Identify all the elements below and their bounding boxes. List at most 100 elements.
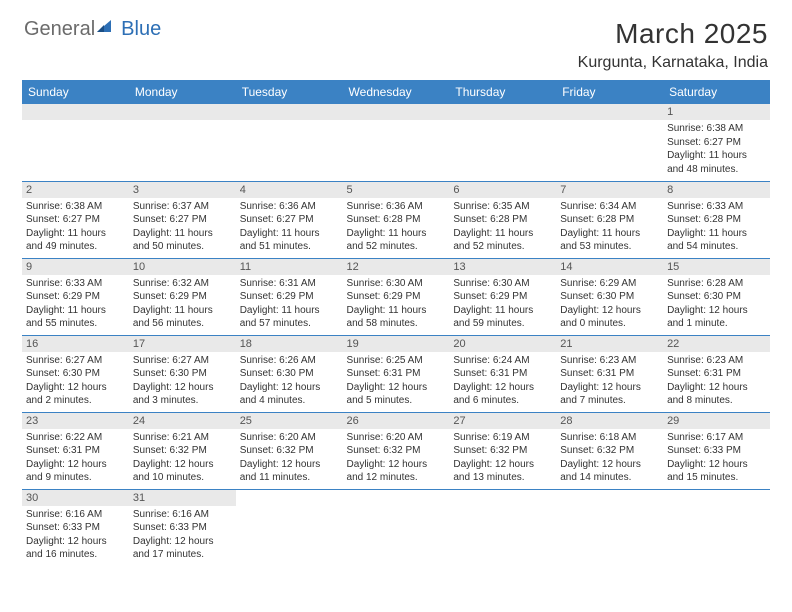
sunset-line: Sunset: 6:27 PM [667, 136, 766, 150]
day-number: 22 [663, 336, 770, 352]
daylight-line: Daylight: 11 hours and 59 minutes. [453, 304, 552, 331]
calendar-day-cell: 9Sunrise: 6:33 AMSunset: 6:29 PMDaylight… [22, 258, 129, 335]
sunrise-line: Sunrise: 6:33 AM [26, 277, 125, 291]
day-cell-inner: 26Sunrise: 6:20 AMSunset: 6:32 PMDayligh… [343, 413, 450, 487]
sunset-line: Sunset: 6:28 PM [667, 213, 766, 227]
day-cell-inner: 18Sunrise: 6:26 AMSunset: 6:30 PMDayligh… [236, 336, 343, 410]
sunset-line: Sunset: 6:29 PM [453, 290, 552, 304]
calendar-day-cell: 6Sunrise: 6:35 AMSunset: 6:28 PMDaylight… [449, 181, 556, 258]
daylight-line: Daylight: 11 hours and 52 minutes. [347, 227, 446, 254]
day-cell-inner: 7Sunrise: 6:34 AMSunset: 6:28 PMDaylight… [556, 182, 663, 256]
sunset-line: Sunset: 6:28 PM [347, 213, 446, 227]
calendar-day-cell: 14Sunrise: 6:29 AMSunset: 6:30 PMDayligh… [556, 258, 663, 335]
sunrise-line: Sunrise: 6:30 AM [347, 277, 446, 291]
sunset-line: Sunset: 6:33 PM [667, 444, 766, 458]
sunrise-line: Sunrise: 6:20 AM [347, 431, 446, 445]
calendar-day-cell: 28Sunrise: 6:18 AMSunset: 6:32 PMDayligh… [556, 412, 663, 489]
sunset-line: Sunset: 6:30 PM [133, 367, 232, 381]
day-number: 3 [129, 182, 236, 198]
sunrise-line: Sunrise: 6:36 AM [240, 200, 339, 214]
month-title: March 2025 [578, 18, 768, 50]
daylight-line: Daylight: 12 hours and 10 minutes. [133, 458, 232, 485]
empty-day-bar [22, 104, 129, 120]
daylight-line: Daylight: 12 hours and 2 minutes. [26, 381, 125, 408]
day-cell-inner: 2Sunrise: 6:38 AMSunset: 6:27 PMDaylight… [22, 182, 129, 256]
title-block: March 2025 Kurgunta, Karnataka, India [578, 18, 768, 72]
sunset-line: Sunset: 6:27 PM [26, 213, 125, 227]
day-number: 15 [663, 259, 770, 275]
calendar-header-row: SundayMondayTuesdayWednesdayThursdayFrid… [22, 80, 770, 104]
daylight-line: Daylight: 11 hours and 52 minutes. [453, 227, 552, 254]
day-cell-inner: 4Sunrise: 6:36 AMSunset: 6:27 PMDaylight… [236, 182, 343, 256]
calendar-empty-cell [343, 104, 450, 181]
sunrise-line: Sunrise: 6:38 AM [667, 122, 766, 136]
calendar-day-cell: 12Sunrise: 6:30 AMSunset: 6:29 PMDayligh… [343, 258, 450, 335]
calendar-day-cell: 29Sunrise: 6:17 AMSunset: 6:33 PMDayligh… [663, 412, 770, 489]
calendar-day-cell: 24Sunrise: 6:21 AMSunset: 6:32 PMDayligh… [129, 412, 236, 489]
day-number: 27 [449, 413, 556, 429]
logo-text-blue: Blue [121, 18, 161, 41]
day-number: 7 [556, 182, 663, 198]
calendar-day-cell: 8Sunrise: 6:33 AMSunset: 6:28 PMDaylight… [663, 181, 770, 258]
sunrise-line: Sunrise: 6:37 AM [133, 200, 232, 214]
calendar-day-cell: 18Sunrise: 6:26 AMSunset: 6:30 PMDayligh… [236, 335, 343, 412]
sunset-line: Sunset: 6:32 PM [453, 444, 552, 458]
sunrise-line: Sunrise: 6:25 AM [347, 354, 446, 368]
calendar-day-cell: 13Sunrise: 6:30 AMSunset: 6:29 PMDayligh… [449, 258, 556, 335]
day-cell-inner: 1 Sunrise: 6:38 AMSunset: 6:27 PMDaylight… [663, 104, 770, 178]
logo-text-general: General [24, 18, 95, 41]
weekday-header: Tuesday [236, 80, 343, 104]
sunset-line: Sunset: 6:31 PM [453, 367, 552, 381]
sunset-line: Sunset: 6:27 PM [133, 213, 232, 227]
day-cell-inner: 22Sunrise: 6:23 AMSunset: 6:31 PMDayligh… [663, 336, 770, 410]
daylight-line: Daylight: 12 hours and 16 minutes. [26, 535, 125, 562]
sunrise-line: Sunrise: 6:36 AM [347, 200, 446, 214]
day-number: 4 [236, 182, 343, 198]
sunrise-line: Sunrise: 6:28 AM [667, 277, 766, 291]
calendar-week-row: 23Sunrise: 6:22 AMSunset: 6:31 PMDayligh… [22, 412, 770, 489]
sunset-line: Sunset: 6:29 PM [133, 290, 232, 304]
sunset-line: Sunset: 6:32 PM [240, 444, 339, 458]
daylight-line: Daylight: 11 hours and 56 minutes. [133, 304, 232, 331]
day-number: 19 [343, 336, 450, 352]
sunrise-line: Sunrise: 6:23 AM [667, 354, 766, 368]
weekday-header: Wednesday [343, 80, 450, 104]
daylight-line: Daylight: 11 hours and 49 minutes. [26, 227, 125, 254]
day-cell-inner: 27Sunrise: 6:19 AMSunset: 6:32 PMDayligh… [449, 413, 556, 487]
flag-icon [97, 18, 119, 41]
day-cell-inner: 15Sunrise: 6:28 AMSunset: 6:30 PMDayligh… [663, 259, 770, 333]
sunrise-line: Sunrise: 6:21 AM [133, 431, 232, 445]
sunset-line: Sunset: 6:31 PM [347, 367, 446, 381]
calendar-empty-cell [129, 104, 236, 181]
daylight-line: Daylight: 12 hours and 8 minutes. [667, 381, 766, 408]
day-number: 18 [236, 336, 343, 352]
day-number: 5 [343, 182, 450, 198]
weekday-header: Monday [129, 80, 236, 104]
day-number: 20 [449, 336, 556, 352]
day-cell-inner: 16Sunrise: 6:27 AMSunset: 6:30 PMDayligh… [22, 336, 129, 410]
daylight-line: Daylight: 11 hours and 48 minutes. [667, 149, 766, 176]
calendar-day-cell: 11Sunrise: 6:31 AMSunset: 6:29 PMDayligh… [236, 258, 343, 335]
calendar-day-cell: 17Sunrise: 6:27 AMSunset: 6:30 PMDayligh… [129, 335, 236, 412]
sunset-line: Sunset: 6:33 PM [26, 521, 125, 535]
sunrise-line: Sunrise: 6:24 AM [453, 354, 552, 368]
day-number: 6 [449, 182, 556, 198]
sunset-line: Sunset: 6:30 PM [560, 290, 659, 304]
day-cell-inner: 5 Sunrise: 6:36 AMSunset: 6:28 PMDaylight… [343, 182, 450, 256]
sunset-line: Sunset: 6:30 PM [26, 367, 125, 381]
empty-day-bar [449, 104, 556, 120]
calendar-table: SundayMondayTuesdayWednesdayThursdayFrid… [22, 80, 770, 566]
day-number: 17 [129, 336, 236, 352]
day-cell-inner: 12Sunrise: 6:30 AMSunset: 6:29 PMDayligh… [343, 259, 450, 333]
calendar-day-cell: 4Sunrise: 6:36 AMSunset: 6:27 PMDaylight… [236, 181, 343, 258]
day-cell-inner: 28Sunrise: 6:18 AMSunset: 6:32 PMDayligh… [556, 413, 663, 487]
day-cell-inner: 31Sunrise: 6:16 AMSunset: 6:33 PMDayligh… [129, 490, 236, 564]
weekday-header: Sunday [22, 80, 129, 104]
daylight-line: Daylight: 12 hours and 12 minutes. [347, 458, 446, 485]
sunrise-line: Sunrise: 6:33 AM [667, 200, 766, 214]
sunrise-line: Sunrise: 6:34 AM [560, 200, 659, 214]
sunrise-line: Sunrise: 6:19 AM [453, 431, 552, 445]
daylight-line: Daylight: 12 hours and 11 minutes. [240, 458, 339, 485]
daylight-line: Daylight: 12 hours and 6 minutes. [453, 381, 552, 408]
day-number: 1 [663, 104, 770, 120]
